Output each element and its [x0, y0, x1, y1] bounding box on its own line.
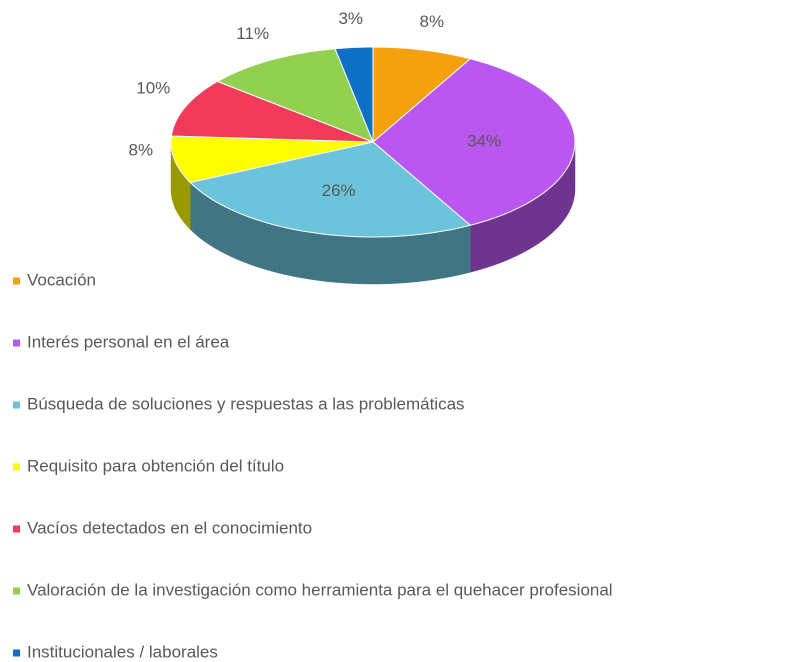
pie-slice	[170, 80, 374, 143]
data-label: 34%	[467, 131, 501, 150]
pie-slice	[372, 58, 576, 226]
legend-label: Búsqueda de soluciones y respuestas a la…	[27, 394, 465, 413]
legend-marker	[13, 401, 20, 409]
legend-marker	[13, 649, 20, 657]
legend-marker	[13, 463, 20, 471]
legend-label: Vocación	[27, 270, 96, 289]
data-label: 10%	[136, 79, 170, 98]
data-label: 8%	[129, 140, 154, 159]
legend-label: Interés personal en el área	[27, 332, 230, 351]
legend-label: Vacíos detectados en el conocimiento	[27, 518, 312, 537]
pie-slice	[189, 141, 472, 238]
data-label: 3%	[338, 9, 363, 28]
pie-slice	[216, 48, 374, 143]
legend-label: Requisito para obtención del título	[27, 456, 284, 475]
legend-marker	[13, 277, 20, 285]
pie-slice	[334, 46, 374, 143]
legend-label: Institucionales / laborales	[27, 642, 218, 661]
pie-slice	[372, 46, 472, 144]
pie-slice	[170, 135, 374, 183]
legend-marker	[13, 587, 20, 595]
legend-marker	[13, 525, 20, 533]
legend-label: Valoración de la investigación como herr…	[27, 580, 613, 599]
data-label: 11%	[236, 24, 269, 43]
data-label: 26%	[322, 181, 356, 200]
legend-marker	[13, 339, 20, 347]
data-label: 8%	[419, 12, 444, 31]
